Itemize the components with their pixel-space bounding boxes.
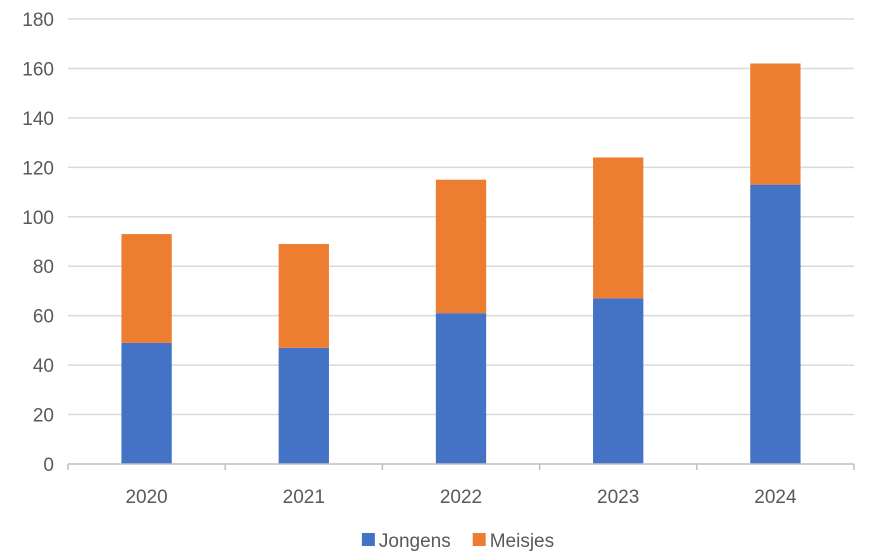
y-axis-tick-labels: 0 20 40 60 80 100 120 140 160 180 (22, 10, 54, 476)
legend-swatch-meisjes (472, 533, 486, 546)
x-axis (67, 463, 855, 470)
y-tick-label: 120 (22, 158, 54, 179)
x-axis-tick-labels: 2020 2021 2022 2023 2024 (125, 487, 797, 508)
x-tick-label: 2022 (440, 487, 482, 508)
y-tick-label: 160 (22, 59, 54, 80)
y-tick-label: 140 (22, 109, 54, 130)
bar-jongens-2020 (121, 342, 172, 464)
bar-meisjes-2021 (278, 243, 329, 348)
x-tick-label: 2020 (125, 487, 167, 508)
bar-meisjes-2022 (435, 179, 487, 314)
y-tick-label: 80 (33, 257, 54, 278)
bar-meisjes-2024 (750, 63, 801, 185)
bars (121, 63, 801, 464)
y-tick-label: 20 (33, 406, 54, 427)
y-tick-label: 100 (22, 208, 54, 229)
y-tick-label: 60 (33, 307, 54, 328)
x-tick-label: 2021 (283, 487, 325, 508)
bar-meisjes-2020 (121, 234, 172, 343)
legend-label-jongens: Jongens (379, 531, 451, 552)
y-tick-label: 0 (43, 455, 54, 476)
bar-jongens-2021 (278, 347, 329, 464)
x-tick-label: 2023 (597, 487, 639, 508)
y-tick-label: 40 (33, 356, 54, 377)
y-tick-label: 180 (22, 10, 54, 31)
legend-label-meisjes: Meisjes (490, 531, 554, 552)
x-tick-label: 2024 (754, 487, 797, 508)
bar-jongens-2024 (750, 184, 801, 464)
bar-jongens-2022 (435, 313, 487, 464)
bar-meisjes-2023 (593, 157, 644, 299)
bar-jongens-2023 (593, 298, 644, 464)
legend-swatch-jongens (361, 533, 375, 546)
legend: Jongens Meisjes (361, 531, 554, 552)
